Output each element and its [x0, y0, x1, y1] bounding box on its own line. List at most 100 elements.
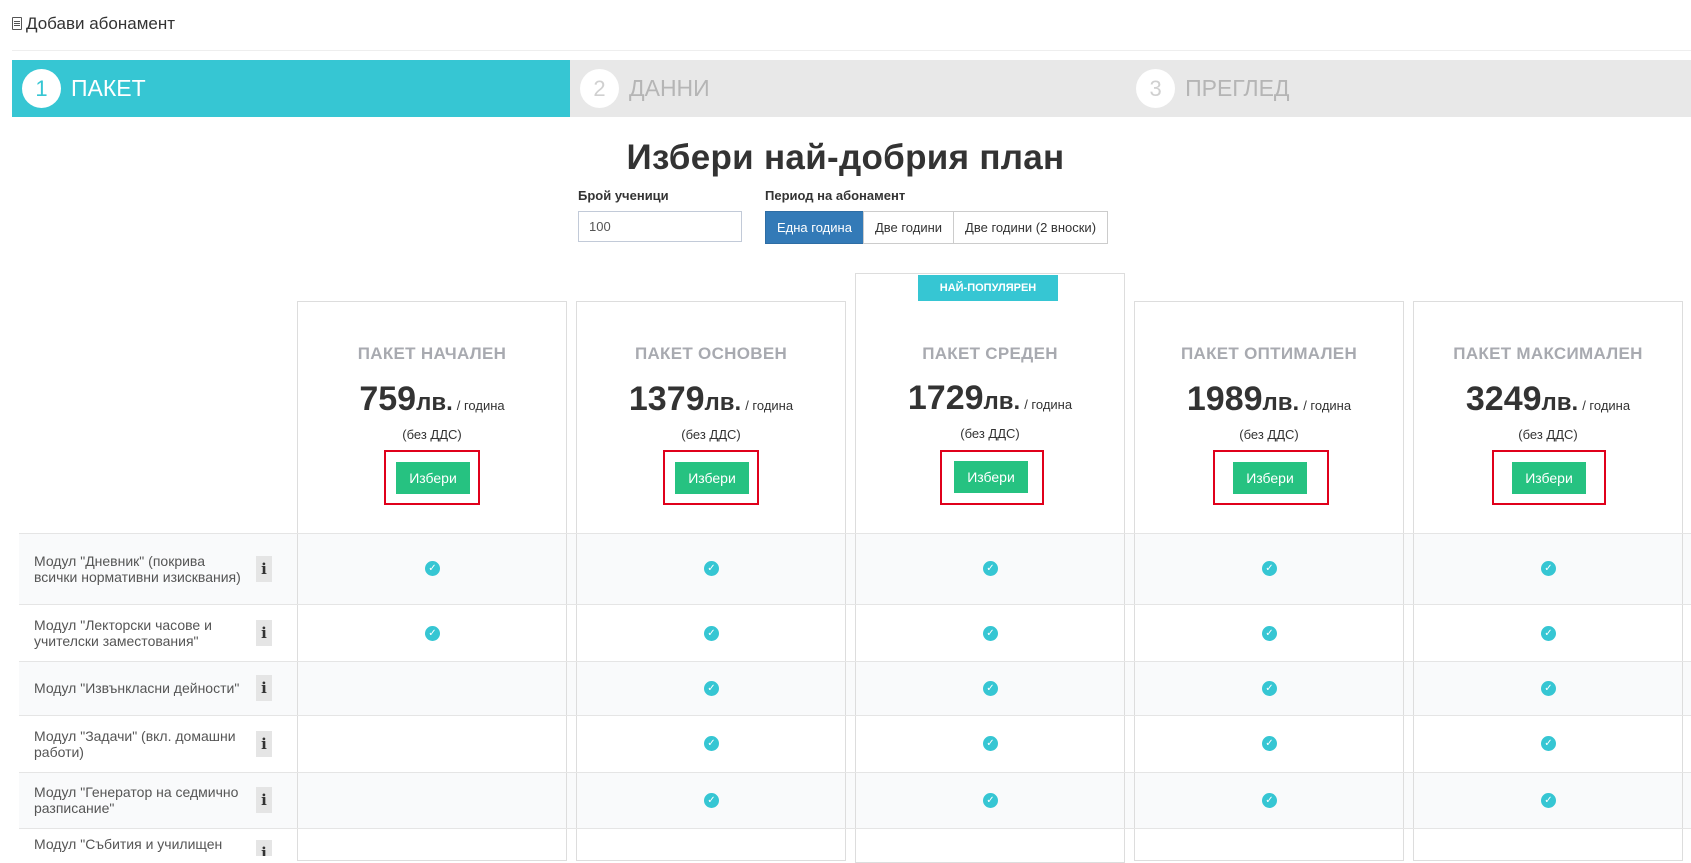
plan-vat-note: (без ДДС) [1518, 427, 1578, 442]
select-plan-button[interactable]: Избери [1233, 462, 1307, 494]
price-period: / година [1024, 397, 1073, 412]
check-circle-icon: ✓ [1541, 561, 1556, 576]
step-label: ДАННИ [629, 75, 710, 101]
plan-name: ПАКЕТ НАЧАЛЕН [357, 344, 507, 363]
price-currency: лв. [983, 388, 1021, 415]
page-title: Добави абонамент [26, 14, 176, 33]
price-amount: 1989 [1186, 380, 1263, 418]
plan-name: ПАКЕТ ОСНОВЕН [634, 344, 788, 363]
step-number: 1 [22, 69, 61, 108]
highlight-box [1492, 450, 1606, 505]
period-one-year-button[interactable]: Една година [765, 211, 864, 244]
select-plan-button[interactable]: Избери [396, 462, 470, 494]
feature-row-extracurricular: Модул "Извънкласни дейности" i [20, 661, 288, 715]
step-label: ПРЕГЛЕД [1185, 75, 1290, 101]
check-circle-icon: ✓ [983, 736, 998, 751]
plan-vat-note: (без ДДС) [681, 427, 741, 442]
info-icon[interactable]: i [256, 675, 272, 701]
plan-card: ПАКЕТ ОПТИМАЛЕН 1989лв. / година (без ДДС… [1134, 301, 1404, 861]
select-plan-button[interactable]: Избери [954, 461, 1028, 493]
wizard-steps: 1 ПАКЕТ 2 ДАННИ 3 ПРЕГЛЕД [12, 60, 1691, 117]
step-number: 3 [1136, 69, 1176, 108]
row-divider [19, 828, 1691, 829]
check-circle-icon: ✓ [425, 561, 440, 576]
plan-price: 1729лв. / година [856, 379, 1124, 418]
plan-card: ПАКЕТ ОСНОВЕН 1379лв. / година (без ДДС) … [576, 301, 846, 861]
step-label: ПАКЕТ [71, 75, 146, 101]
plan-name: ПАКЕТ ОПТИМАЛЕН [1180, 344, 1358, 363]
row-divider [19, 533, 1691, 534]
check-circle-icon: ✓ [1541, 793, 1556, 808]
wizard-step-package[interactable]: 1 ПАКЕТ [12, 60, 571, 117]
price-period: / година [745, 398, 794, 413]
price-period: / година [1582, 398, 1631, 413]
select-plan-button[interactable]: Избери [675, 462, 749, 494]
feature-row-lectures: Модул "Лекторски часове и учителски заме… [20, 604, 288, 661]
check-circle-icon: ✓ [704, 561, 719, 576]
page-header: Добави абонамент [12, 14, 175, 34]
feature-label: Модул "Задачи" (вкл. домашни работи) [34, 727, 236, 760]
check-circle-icon: ✓ [425, 626, 440, 641]
period-two-years-button[interactable]: Две години [862, 211, 955, 244]
check-circle-icon: ✓ [1262, 681, 1277, 696]
price-amount: 759 [359, 380, 417, 418]
plan-card-featured: ПАКЕТ СРЕДЕН 1729лв. / година (без ДДС) И… [855, 273, 1125, 863]
check-circle-icon: ✓ [1262, 736, 1277, 751]
feature-label: Модул "Събития и училищен [34, 836, 223, 852]
plan-price: 1989лв. / година [1135, 380, 1403, 419]
info-icon[interactable]: i [256, 787, 272, 813]
row-divider [19, 661, 1691, 662]
feature-label: Модул "Лекторски часове и учителски заме… [34, 616, 212, 649]
plan-vat-note: (без ДДС) [1239, 427, 1299, 442]
check-circle-icon: ✓ [704, 681, 719, 696]
price-currency: лв. [1541, 389, 1579, 416]
feature-row-events: Модул "Събития и училищен i [20, 836, 288, 856]
feature-label: Модул "Генератор на седмично разписание" [34, 784, 239, 816]
price-period: / година [456, 398, 505, 413]
check-circle-icon: ✓ [1262, 626, 1277, 641]
info-icon[interactable]: i [256, 555, 272, 582]
highlight-box [1213, 450, 1329, 505]
plan-card: ПАКЕТ НАЧАЛЕН 759лв. / година (без ДДС) И… [297, 301, 567, 861]
price-currency: лв. [1262, 389, 1300, 416]
info-icon[interactable]: i [256, 840, 272, 856]
highlight-box [940, 450, 1044, 505]
price-amount: 1729 [907, 379, 984, 417]
wizard-step-data[interactable]: 2 ДАННИ [570, 60, 1126, 117]
most-popular-badge: НАЙ-ПОПУЛЯРЕН [918, 275, 1058, 301]
check-circle-icon: ✓ [704, 736, 719, 751]
plan-name: ПАКЕТ СРЕДЕН [922, 344, 1058, 363]
plan-vat-note: (без ДДС) [402, 427, 462, 442]
period-label: Период на абонамент [765, 188, 906, 203]
plan-card: ПАКЕТ МАКСИМАЛЕН 3249лв. / година (без ДД… [1413, 301, 1683, 861]
highlight-box [663, 450, 759, 505]
price-amount: 3249 [1465, 380, 1542, 418]
row-divider [19, 715, 1691, 716]
plan-price: 759лв. / година [298, 380, 566, 419]
price-currency: лв. [704, 389, 742, 416]
step-number: 2 [580, 69, 620, 108]
check-circle-icon: ✓ [983, 626, 998, 641]
price-amount: 1379 [628, 380, 705, 418]
feature-label: Модул "Дневник" (покрива всички норматив… [34, 552, 241, 585]
select-plan-button[interactable]: Избери [1512, 462, 1586, 494]
feature-row-diary: Модул "Дневник" (покрива всички норматив… [20, 533, 288, 604]
highlight-box [384, 450, 480, 505]
period-two-years-installments-button[interactable]: Две години (2 вноски) [953, 211, 1109, 244]
plan-price: 3249лв. / година [1414, 380, 1682, 419]
check-circle-icon: ✓ [1541, 736, 1556, 751]
students-input[interactable] [578, 211, 742, 242]
info-icon[interactable]: i [256, 619, 272, 646]
info-icon[interactable]: i [256, 730, 272, 757]
check-circle-icon: ✓ [983, 681, 998, 696]
feature-row-tasks: Модул "Задачи" (вкл. домашни работи) i [20, 715, 288, 772]
wizard-step-review[interactable]: 3 ПРЕГЛЕД [1126, 60, 1691, 117]
check-circle-icon: ✓ [1541, 681, 1556, 696]
plans-heading: Избери най-добрия план [626, 138, 1065, 177]
header-divider [12, 50, 1691, 51]
feature-row-schedule: Модул "Генератор на седмично разписание"… [20, 772, 288, 828]
price-period: / година [1303, 398, 1352, 413]
document-icon [12, 16, 22, 30]
check-circle-icon: ✓ [983, 561, 998, 576]
plan-name: ПАКЕТ МАКСИМАЛЕН [1453, 344, 1643, 363]
